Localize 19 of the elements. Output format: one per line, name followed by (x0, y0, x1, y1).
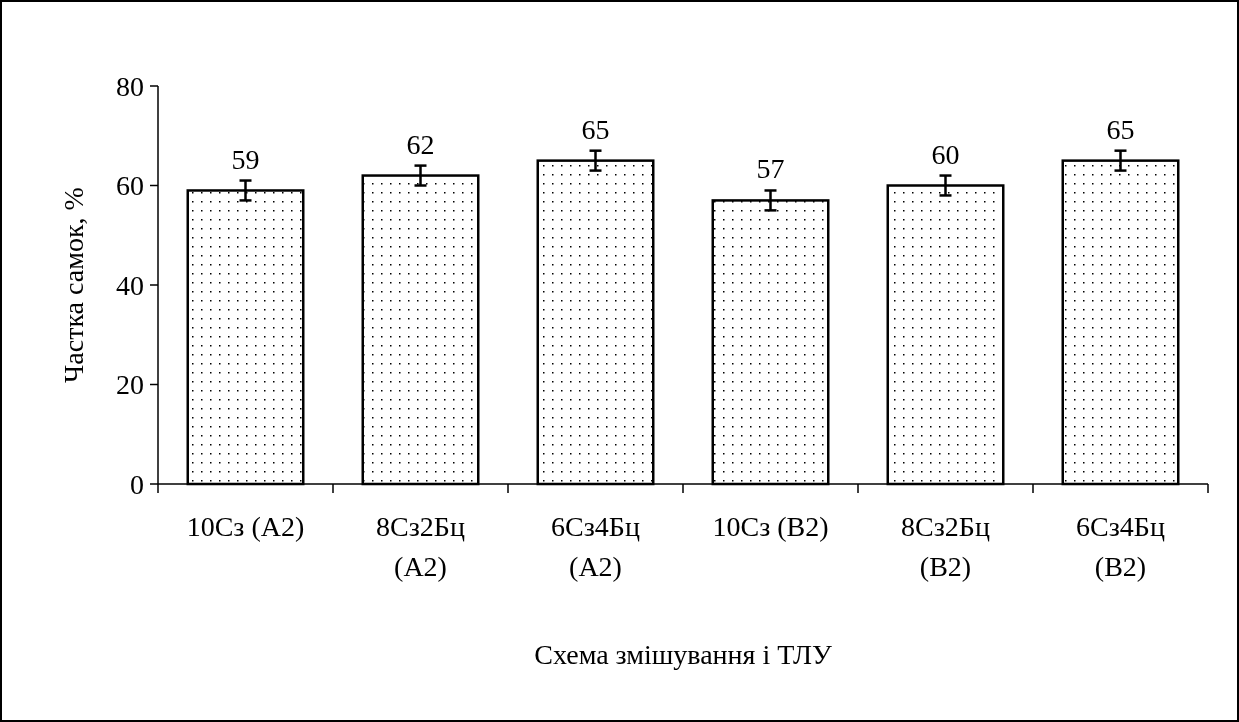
data-label: 62 (406, 128, 435, 160)
y-tick-label: 20 (116, 369, 144, 401)
data-label: 57 (756, 153, 785, 185)
x-axis-title: Схема змішування і ТЛУ (534, 639, 832, 670)
x-tick-label: 8Сз2Бц (А2) (376, 511, 465, 582)
data-label: 60 (931, 138, 960, 170)
data-label: 65 (1106, 113, 1135, 145)
x-tick-label: 8Сз2Бц (В2) (901, 511, 990, 582)
y-tick-label: 60 (116, 170, 144, 202)
x-tick-label: 10Сз (В2) (712, 511, 829, 542)
x-tick-label: 10Сз (А2) (186, 511, 305, 542)
data-label: 65 (581, 113, 610, 145)
data-label: 59 (231, 143, 260, 175)
y-tick-label: 40 (116, 269, 144, 301)
x-tick-label: 6Сз4Бц (А2) (551, 511, 640, 582)
y-tick-label: 0 (130, 468, 144, 500)
y-axis-title: Частка самок, % (58, 187, 89, 383)
x-tick-label: 6Сз4Бц (В2) (1076, 511, 1165, 582)
y-tick-label: 80 (116, 70, 144, 102)
